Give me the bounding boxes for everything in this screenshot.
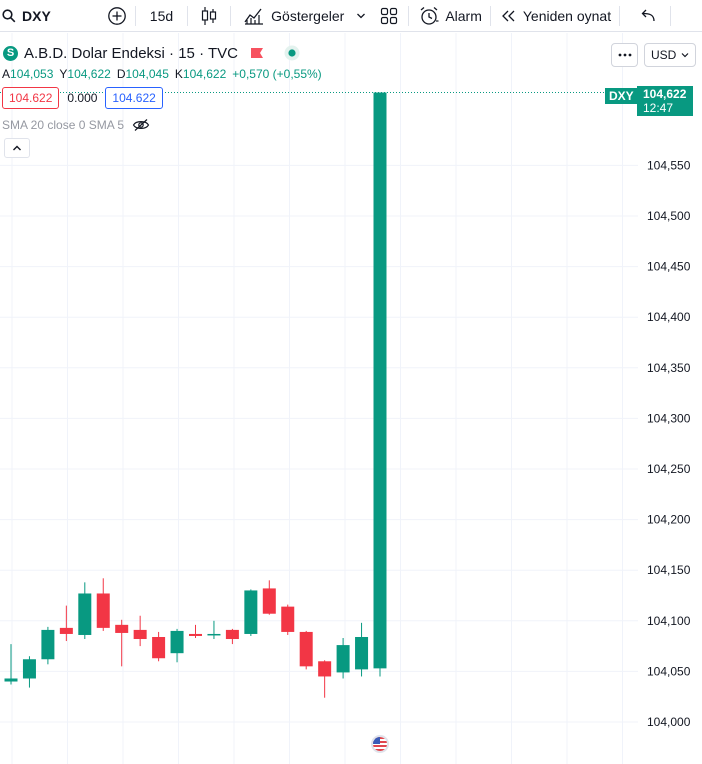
candle-body — [22, 659, 36, 679]
toolbar-divider — [489, 5, 491, 26]
rewind-icon — [501, 9, 517, 23]
toolbar-divider — [670, 5, 672, 26]
price-axis-tick: 104,100 — [647, 614, 691, 628]
price-axis-tick: 104,350 — [647, 361, 691, 375]
chevron-down-icon — [681, 52, 689, 58]
candle-body — [373, 92, 387, 669]
search-icon — [2, 8, 16, 23]
chart-type-button[interactable] — [188, 0, 230, 32]
undo-icon — [640, 9, 656, 23]
trade-buttons: 104.622 0.000 104.622 — [0, 87, 600, 109]
replay-label: Yeniden oynat — [522, 7, 612, 24]
collapse-legend-button[interactable] — [4, 138, 30, 158]
ohlc-values: A104,053 Y104,622 D104,045 K104,622 +0,5… — [0, 66, 600, 82]
interval-label: 15d — [149, 7, 174, 24]
symbol-price-tag: DXY — [605, 88, 638, 104]
toolbar-divider — [619, 5, 621, 26]
price-axis-tick: 104,550 — [647, 158, 691, 172]
symbol-label: DXY — [22, 7, 51, 24]
candle-body — [318, 661, 332, 677]
last-price-value: 104,622 — [643, 87, 687, 101]
indicator-label[interactable]: SMA 20 close 0 SMA 5 — [2, 118, 125, 132]
market-status-icon[interactable] — [284, 45, 300, 61]
price-axis-tick: 104,450 — [647, 260, 691, 274]
candle-body — [336, 645, 350, 673]
symbol-logo-icon: S — [3, 45, 18, 61]
toolbar-divider — [230, 5, 232, 26]
ohlc-low: D104,045 — [116, 67, 169, 81]
ohlc-change: +0,570 (+0,55%) — [232, 67, 322, 81]
indicator-legend: SMA 20 close 0 SMA 5 — [0, 118, 600, 132]
candle-body — [152, 636, 166, 659]
flag-icon[interactable] — [250, 47, 264, 59]
legend-title[interactable]: A.B.D. Dolar Endeksi · 15 · TVC — [24, 44, 238, 62]
undo-button[interactable] — [620, 0, 670, 32]
chart-legend: S A.B.D. Dolar Endeksi · 15 · TVC A104,0… — [0, 40, 600, 158]
price-axis-tick: 104,000 — [647, 715, 691, 729]
toolbar-divider — [408, 5, 410, 26]
chevron-up-icon — [12, 144, 22, 152]
price-axis-tick: 104,250 — [647, 462, 691, 476]
layout-button[interactable] — [370, 0, 408, 32]
candle-body — [115, 624, 129, 633]
spread-value: 0.000 — [67, 91, 98, 105]
indicators-dropdown[interactable] — [352, 0, 370, 32]
bar-countdown: 12:47 — [643, 101, 674, 115]
add-circle-icon — [107, 6, 127, 26]
currency-select[interactable]: USD — [644, 43, 696, 67]
toolbar-divider — [187, 5, 189, 26]
price-axis-tick: 104,050 — [647, 664, 691, 678]
candle-body — [170, 630, 184, 654]
eye-hidden-icon[interactable] — [132, 118, 150, 132]
candle-body — [355, 636, 369, 670]
chevron-down-icon — [356, 12, 366, 20]
ohlc-close: K104,622 — [174, 67, 227, 81]
candles-icon — [200, 6, 218, 26]
alarm-label: Alarm — [445, 7, 482, 24]
candle-body — [262, 588, 276, 614]
buy-price-button[interactable]: 104.622 — [105, 87, 163, 109]
candle-body — [281, 606, 295, 632]
price-axis-tick: 104,300 — [647, 411, 691, 425]
interval-button[interactable]: 15d — [136, 0, 187, 32]
grid-layout-icon — [380, 7, 398, 25]
currency-label: USD — [651, 48, 677, 62]
more-horizontal-icon — [618, 53, 632, 57]
compare-symbol-button[interactable] — [99, 0, 135, 32]
candle-body — [299, 631, 313, 667]
alarm-clock-icon — [419, 6, 439, 26]
price-axis-tick: 104,150 — [647, 563, 691, 577]
candle-body — [207, 633, 221, 636]
candle-body — [59, 627, 73, 634]
candle-body — [189, 633, 202, 636]
candle-body — [96, 593, 110, 628]
indicators-label: Göstergeler — [271, 7, 345, 24]
last-price-label: 104,622 12:47 — [637, 86, 693, 116]
candle-body — [133, 629, 147, 640]
top-toolbar: DXY 15d Göstergeler — [0, 0, 702, 32]
price-axis-tick: 104,400 — [647, 310, 691, 324]
ohlc-open: A104,053 — [2, 67, 54, 81]
sell-price-button[interactable]: 104.622 — [2, 87, 60, 109]
candle-body — [225, 629, 239, 640]
symbol-search[interactable]: DXY — [0, 0, 59, 32]
chart-controls: USD — [611, 43, 696, 67]
indicators-button[interactable]: Göstergeler — [231, 0, 352, 32]
more-options-button[interactable] — [611, 43, 638, 67]
us-flag-event-icon[interactable] — [371, 735, 389, 753]
alarm-button[interactable]: Alarm — [409, 0, 490, 32]
indicators-icon — [243, 6, 265, 26]
toolbar-divider — [134, 5, 136, 26]
price-axis-tick: 104,200 — [647, 513, 691, 527]
candle-body — [4, 678, 18, 682]
price-axis-tick: 104,500 — [647, 209, 691, 223]
legend-title-row: S A.B.D. Dolar Endeksi · 15 · TVC — [0, 40, 600, 66]
candle-body — [244, 590, 258, 634]
candle-body — [41, 629, 55, 660]
candle-body — [78, 593, 92, 635]
replay-button[interactable]: Yeniden oynat — [491, 0, 619, 32]
ohlc-high: Y104,622 — [59, 67, 111, 81]
